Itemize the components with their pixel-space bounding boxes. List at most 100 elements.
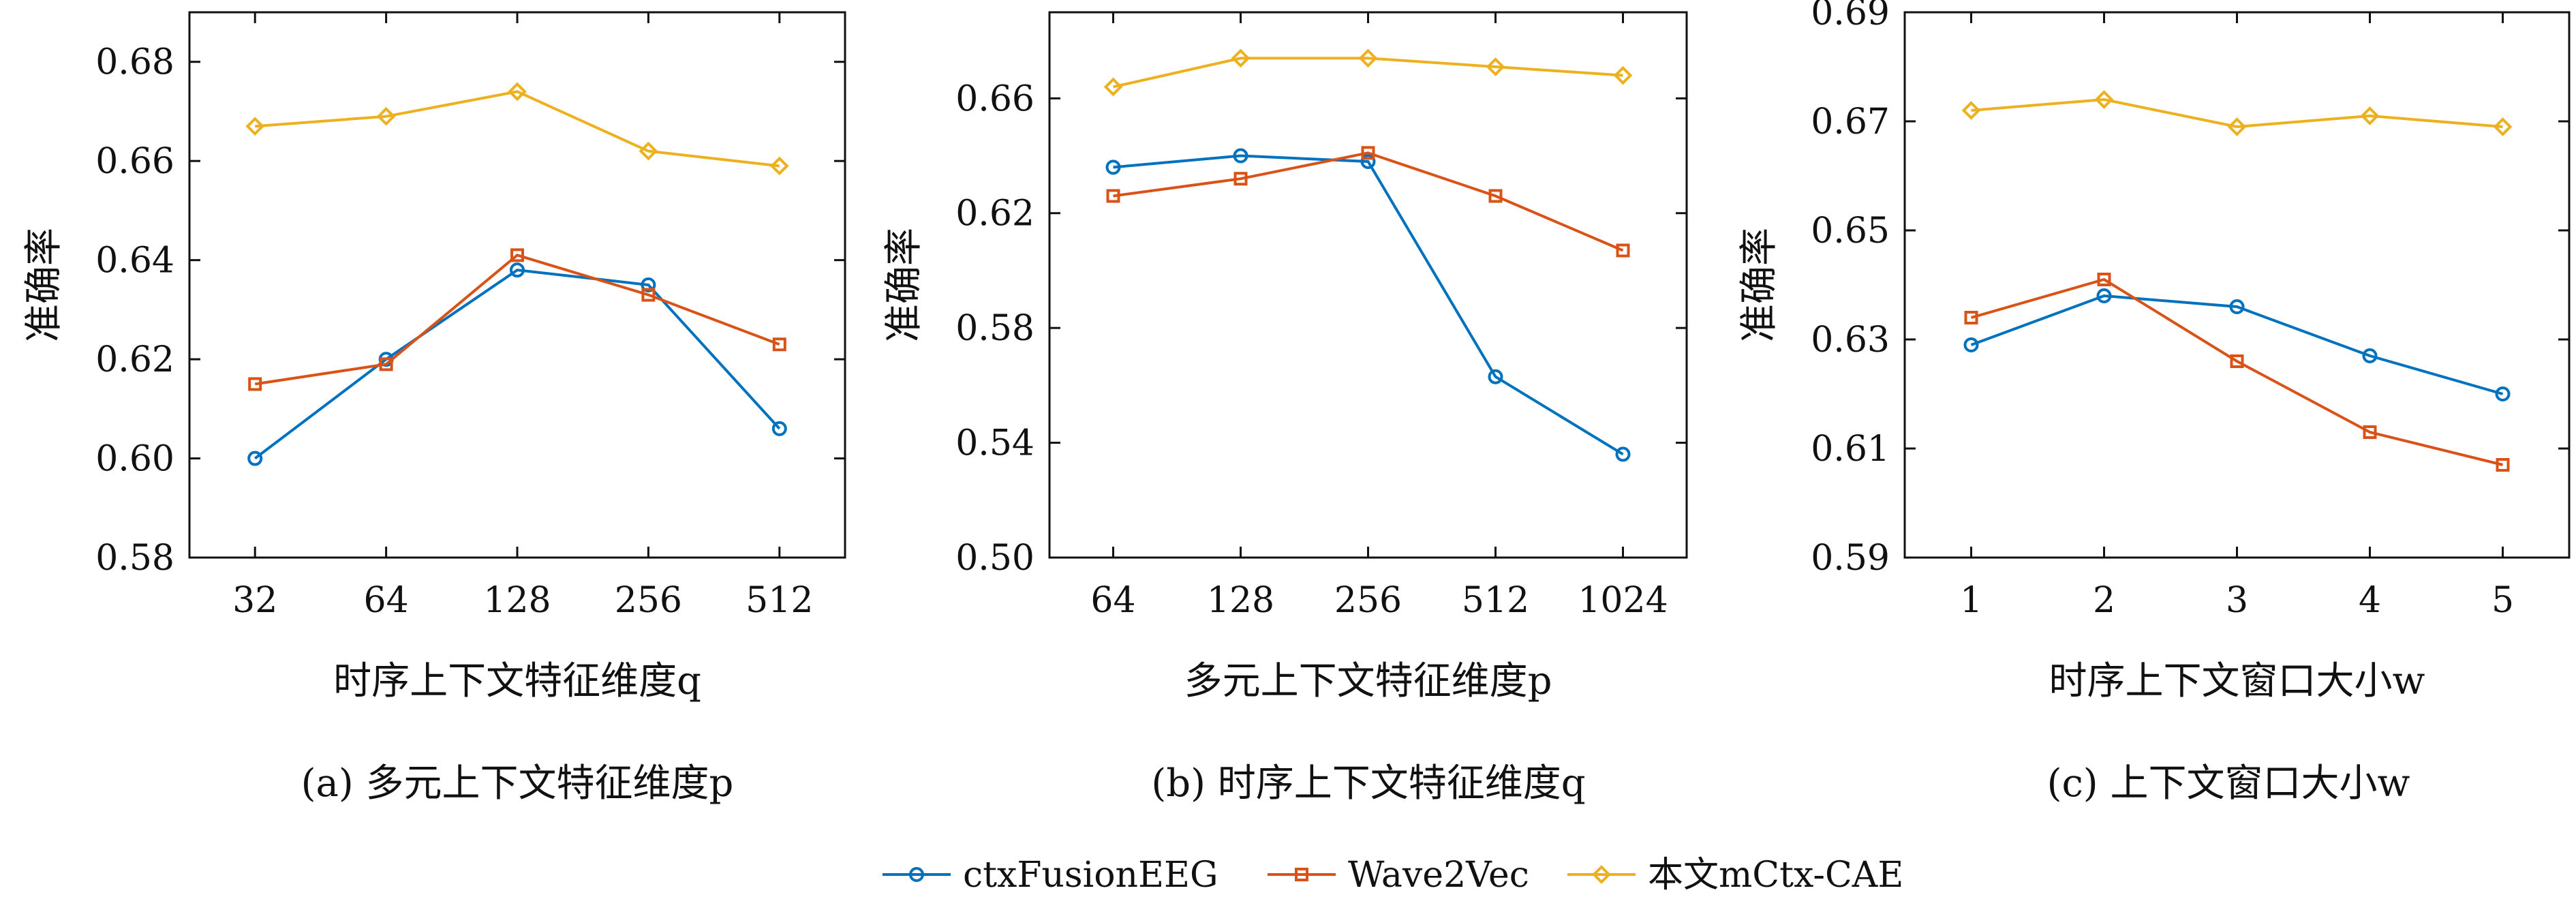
y-tick-label: 0.67 (1811, 102, 1890, 142)
data-point (1488, 369, 1503, 384)
legend: ctxFusionEEG Wave2Vec 本文mCtx-CAE (883, 855, 1903, 896)
y-tick-label: 0.60 (95, 439, 174, 480)
series-line (255, 90, 780, 168)
y-tick-label: 0.58 (95, 538, 174, 579)
series-ctxFusionEEG (247, 262, 787, 466)
data-point (2230, 354, 2244, 368)
y-tick-label: 0.62 (95, 339, 174, 380)
legend-item: Wave2Vec (1268, 855, 1529, 896)
x-tick-label: 64 (1090, 580, 1135, 621)
series-line (1113, 57, 1623, 89)
x-tick-label: 1 (1960, 580, 1982, 621)
data-point (245, 117, 265, 136)
data-point (1613, 65, 1633, 85)
data-point (2227, 117, 2247, 136)
series-Wave2Vec (1964, 273, 2510, 472)
chart-panel-1: 0.58 0.60 0.62 0.64 0.66 0.68 32 64 128 256 512 时序上… (22, 11, 846, 806)
data-point (1233, 172, 1248, 186)
data-point (508, 82, 527, 102)
data-point (379, 357, 393, 371)
x-axis-label: 时序上下文窗口大小w (2049, 659, 2425, 703)
series-line (1113, 154, 1624, 456)
y-tick-label: 0.62 (955, 194, 1034, 234)
x-tick-label: 1024 (1578, 580, 1668, 621)
data-point (1231, 48, 1251, 68)
y-axis-label: 准确率 (22, 228, 66, 342)
data-point (2097, 273, 2111, 286)
data-point (2362, 348, 2378, 363)
legend-marker (1592, 865, 1611, 884)
series-line (1113, 151, 1624, 252)
legend-marker (1295, 868, 1308, 881)
data-point (2493, 117, 2513, 136)
data-point (2363, 425, 2377, 439)
data-point (2229, 299, 2245, 314)
data-point (248, 377, 262, 391)
panel-caption: (a) 多元上下文特征维度p (301, 761, 734, 806)
data-point (376, 106, 396, 126)
data-point (1103, 77, 1123, 97)
data-point (1361, 146, 1375, 160)
data-point (2094, 90, 2114, 109)
y-tick-label: 0.63 (1811, 320, 1890, 361)
data-point (2495, 386, 2511, 401)
plot-frame (1048, 11, 1688, 559)
series-本文mCtx-CAE (1961, 90, 2513, 136)
plot-frame (188, 11, 846, 559)
y-tick-label: 0.59 (1811, 538, 1890, 579)
x-tick-label: 64 (364, 580, 409, 621)
y-tick-label: 0.50 (955, 538, 1034, 579)
data-point (2496, 458, 2510, 472)
x-tick-label: 2 (2093, 580, 2115, 621)
data-point (772, 337, 786, 352)
data-point (1358, 48, 1378, 68)
data-point (641, 277, 656, 292)
series-line (254, 254, 780, 386)
x-tick-label: 512 (1462, 580, 1529, 621)
x-tick-label: 5 (2491, 580, 2514, 621)
x-axis-label: 时序上下文特征维度q (333, 659, 701, 703)
series-ctxFusionEEG (1105, 148, 1631, 462)
legend-label: 本文mCtx-CAE (1648, 855, 1903, 896)
data-point (639, 141, 658, 161)
series-Wave2Vec (1106, 146, 1630, 258)
x-axis-label: 多元上下文特征维度p (1184, 659, 1552, 703)
data-point (510, 248, 524, 262)
y-tick-label: 0.61 (1811, 429, 1890, 470)
data-point (641, 288, 656, 302)
legend-marker (909, 867, 924, 882)
data-point (1963, 337, 1979, 352)
y-tick-label: 0.66 (95, 141, 174, 182)
data-point (247, 451, 263, 466)
legend-label: ctxFusionEEG (963, 855, 1218, 896)
data-point (1961, 101, 1981, 120)
y-tick-label: 0.66 (955, 78, 1034, 119)
series-line (1970, 277, 2503, 466)
data-point (1486, 57, 1505, 76)
legend-label: Wave2Vec (1348, 855, 1529, 896)
panel-caption: (b) 时序上下文特征维度q (1151, 761, 1585, 806)
x-tick-label: 32 (232, 580, 277, 621)
data-point (1616, 243, 1630, 258)
data-point (1106, 189, 1120, 203)
series-本文mCtx-CAE (1103, 48, 1633, 97)
data-point (1615, 446, 1631, 462)
y-tick-label: 0.64 (95, 241, 174, 282)
y-tick-label: 0.68 (95, 42, 174, 83)
y-tick-label: 0.65 (1811, 211, 1890, 252)
panel-caption: (c) 上下文窗口大小w (2047, 761, 2410, 806)
x-tick-label: 4 (2359, 580, 2381, 621)
series-本文mCtx-CAE (245, 82, 789, 176)
data-point (1360, 153, 1376, 169)
y-axis-label: 准确率 (882, 228, 926, 342)
x-tick-label: 256 (615, 580, 682, 621)
data-point (771, 421, 787, 436)
data-point (1233, 148, 1248, 164)
data-point (2096, 288, 2112, 303)
x-tick-label: 128 (1207, 580, 1274, 621)
y-tick-label: 0.54 (955, 423, 1034, 464)
chart-panel-3: 0.59 0.61 0.63 0.65 0.67 0.69 1 2 3 4 5 时序上下文窗口大小w 准… (1737, 0, 2571, 806)
x-tick-label: 256 (1334, 580, 1402, 621)
x-tick-label: 128 (483, 580, 551, 621)
